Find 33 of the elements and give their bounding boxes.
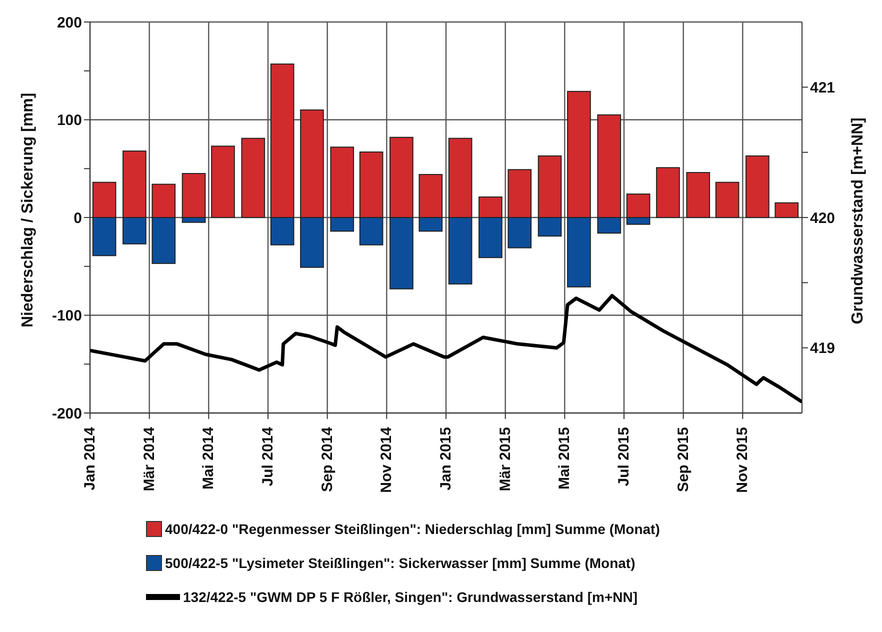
- legend-label: 500/422-5 "Lysimeter Steißlingen": Sickerwasser [mm] Summe (Monat): [165, 555, 636, 571]
- x-tick-label: Jan 2014: [82, 426, 98, 490]
- y2-axis-title: Grundwasserstand [m+NN]: [850, 118, 867, 324]
- y2-tick-label: 420: [810, 210, 836, 227]
- y-tick-label: -200: [52, 405, 82, 422]
- y-tick-label: -100: [52, 308, 82, 325]
- bar: [656, 167, 680, 218]
- bar: [746, 155, 770, 218]
- x-tick-label: Sep 2014: [318, 426, 336, 492]
- legend-label: 132/422-5 "GWM DP 5 F Rößler, Singen": Grundwasserstand [m+NN]: [183, 589, 638, 605]
- y-axis-title: Niederschlag / Sickerung [mm]: [20, 92, 37, 328]
- x-tick-label: Mär 2014: [140, 426, 158, 492]
- x-tick-label: Jul 2015: [616, 427, 632, 486]
- bar: [686, 172, 710, 218]
- y2-tick-label: 419: [810, 340, 836, 358]
- bar: [211, 146, 235, 218]
- y-tick-label: 0: [74, 210, 82, 227]
- bar: [715, 182, 740, 218]
- x-tick-label: Jul 2014: [260, 426, 276, 486]
- bar: [774, 202, 799, 218]
- x-tick-label: Nov 2015: [734, 427, 752, 493]
- x-tick-label: Nov 2014: [378, 426, 396, 493]
- y2-tick-label: 421: [810, 79, 836, 96]
- x-tick-label: Mär 2015: [496, 427, 514, 492]
- x-tick-label: Mai 2015: [556, 427, 574, 490]
- x-tick-label: Mai 2014: [200, 426, 218, 490]
- y-tick-label: 200: [56, 14, 82, 32]
- legend-label: 400/422-0 "Regenmesser Steißlingen": Niederschlag [mm] Summe (Monat): [165, 521, 660, 537]
- bar: [241, 138, 266, 218]
- x-tick-label: Jan 2015: [438, 427, 454, 490]
- x-tick-label: Sep 2015: [674, 427, 692, 492]
- line-series: [90, 294, 802, 404]
- y-tick-label: 100: [56, 112, 82, 130]
